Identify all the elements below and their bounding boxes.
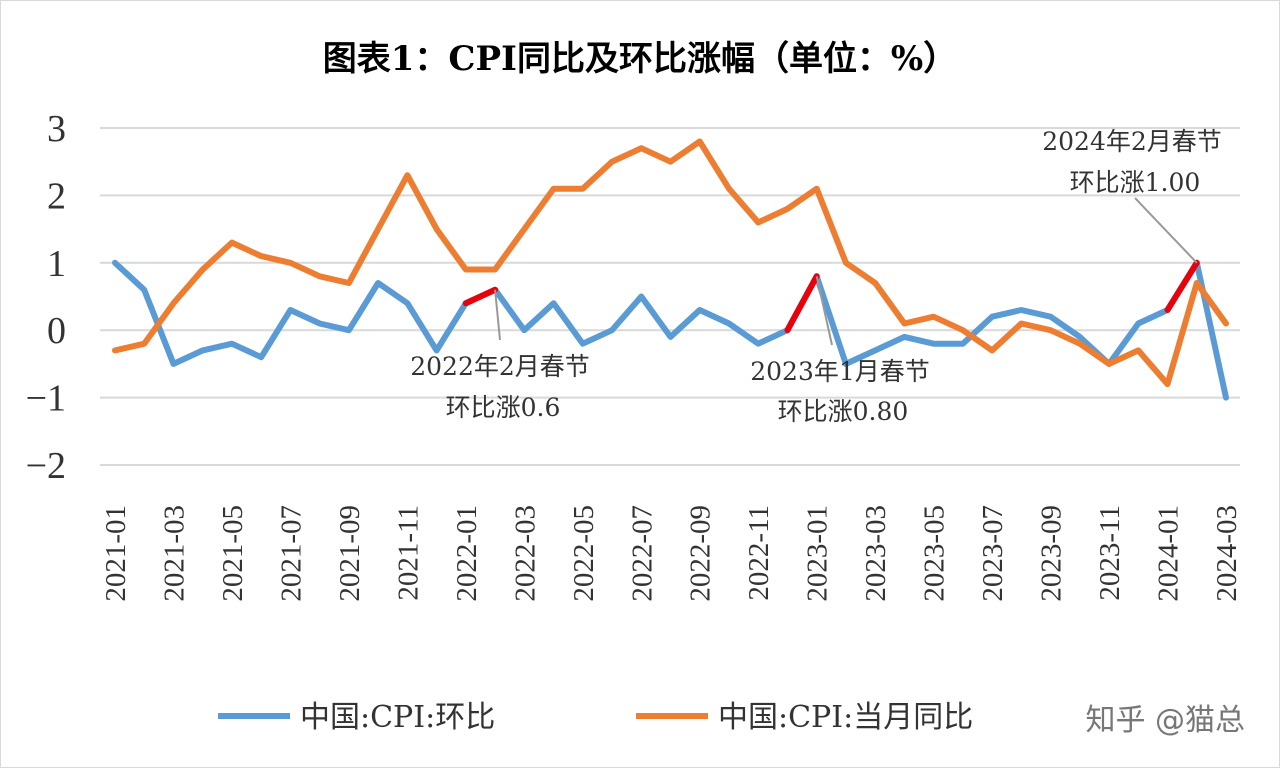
annotation-2024-line2: 环比涨1.00: [1070, 168, 1201, 197]
annotation-2022-line1: 2022年2月春节: [410, 352, 590, 381]
legend-label-yoy: 中国:CPI:当月同比: [718, 700, 973, 735]
series-line-mom: [112, 259, 1229, 401]
x-tick-label: 2024-03: [1211, 505, 1243, 602]
x-tick-label: 2021-01: [100, 505, 132, 602]
x-tick-label: 2023-05: [919, 505, 951, 602]
x-axis: 2021-01 2021-03 2021-05 2021-07 2021-09 2021-…: [100, 505, 1243, 602]
annotation-2023-line2: 环比涨0.80: [778, 397, 909, 426]
x-tick-label: 2022-09: [685, 505, 717, 602]
x-tick-label: 2023-03: [860, 505, 892, 602]
annotation-2024-line1: 2024年2月春节: [1042, 127, 1222, 156]
x-tick-label: 2022-01: [451, 505, 483, 602]
x-tick-label: 2022-11: [743, 505, 775, 601]
annotations: 2022年2月春节 环比涨0.6 2023年1月春节 环比涨0.80 2024年…: [410, 127, 1222, 426]
highlight-segment: [784, 273, 820, 334]
x-tick-label: 2021-09: [334, 505, 366, 602]
y-tick-label: 0: [47, 310, 66, 352]
annotation-leader-2023: [815, 276, 833, 346]
annotation-2023-line1: 2023年1月春节: [750, 357, 930, 386]
x-tick-label: 2022-03: [509, 505, 541, 602]
legend: 中国:CPI:环比 中国:CPI:当月同比: [218, 700, 973, 735]
series-line-yoy: [112, 138, 1229, 388]
y-tick-label: 3: [47, 108, 66, 150]
x-tick-label: 2021-07: [275, 505, 307, 602]
y-tick-label: 1: [47, 243, 66, 285]
annotation-leader-2024: [1134, 197, 1198, 264]
x-tick-label: 2023-11: [1094, 505, 1126, 601]
highlight-segment: [462, 286, 499, 307]
x-tick-label: 2022-05: [568, 505, 600, 602]
x-tick-label: 2023-07: [977, 505, 1009, 602]
x-tick-label: 2023-01: [802, 505, 834, 602]
x-tick-label: 2021-11: [392, 505, 424, 601]
y-tick-label: 2: [47, 175, 66, 217]
series-lines: [112, 138, 1229, 401]
x-tick-label: 2024-01: [1153, 505, 1185, 602]
annotation-leader-2022: [494, 289, 501, 341]
y-tick-label: −2: [26, 445, 66, 487]
legend-label-mom: 中国:CPI:环比: [300, 700, 495, 735]
x-tick-label: 2021-03: [158, 505, 190, 602]
annotation-2022-line2: 环比涨0.6: [446, 393, 561, 422]
x-tick-label: 2023-09: [1036, 505, 1068, 602]
y-tick-label: −1: [26, 378, 66, 420]
watermark: 知乎 @猫总: [1085, 703, 1245, 738]
y-axis: 3 2 1 0 −1 −2: [26, 108, 66, 487]
x-tick-label: 2022-07: [626, 505, 658, 602]
chart-title: 图表1：CPI同比及环比涨幅（单位：%）: [323, 39, 958, 79]
x-tick-label: 2021-05: [217, 505, 249, 602]
highlight-segment: [1164, 259, 1200, 313]
